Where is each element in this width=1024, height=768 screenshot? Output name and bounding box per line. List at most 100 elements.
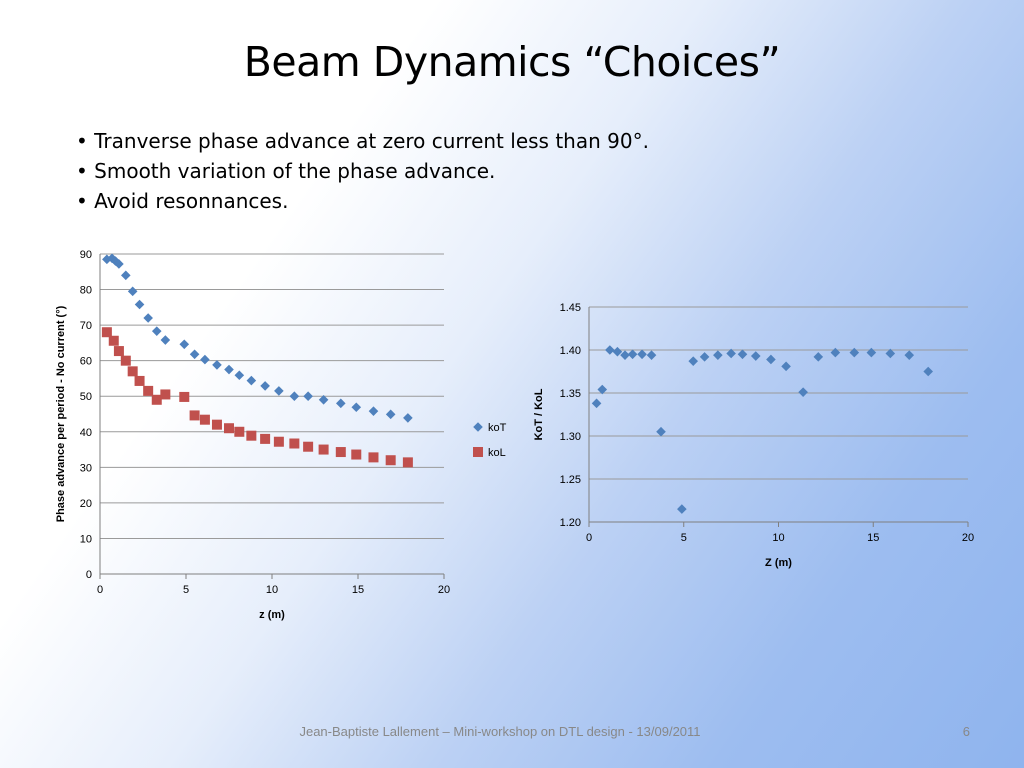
legend-marker: [473, 447, 483, 457]
data-point: [134, 299, 145, 310]
data-point: [766, 354, 776, 365]
data-point: [114, 259, 124, 269]
legend-label: koL: [488, 447, 506, 459]
data-point: [121, 270, 131, 281]
data-point: [798, 387, 808, 397]
bullet-item: Avoid resonnances.: [76, 186, 649, 216]
data-point: [200, 354, 210, 365]
data-point: [403, 413, 413, 423]
data-point: [923, 366, 934, 377]
x-tick-label: 20: [962, 532, 974, 544]
data-point: [120, 355, 131, 366]
data-point: [750, 351, 761, 361]
data-point: [849, 347, 860, 358]
data-point: [402, 457, 413, 468]
data-point: [224, 423, 234, 434]
data-point: [336, 398, 346, 409]
y-tick-label: 10: [80, 533, 92, 545]
data-point: [726, 348, 736, 359]
bullet-item: Smooth variation of the phase advance.: [76, 156, 649, 186]
x-axis-title: z (m): [259, 609, 285, 621]
data-point: [113, 346, 124, 357]
data-point: [303, 391, 313, 402]
data-point: [885, 348, 896, 359]
data-point: [699, 352, 710, 362]
data-point: [781, 361, 791, 372]
page-number: 6: [962, 724, 970, 739]
y-axis-title: KoT / KoL: [533, 388, 545, 440]
data-point: [127, 366, 138, 377]
data-point: [335, 447, 346, 458]
x-tick-label: 5: [681, 532, 687, 544]
data-point: [612, 346, 623, 357]
data-point: [318, 444, 329, 455]
x-tick-label: 0: [97, 584, 103, 596]
data-point: [143, 313, 153, 323]
data-point: [318, 394, 329, 405]
y-tick-label: 60: [80, 356, 92, 368]
y-tick-label: 1.40: [560, 345, 581, 357]
data-point: [179, 391, 190, 402]
data-point: [108, 335, 119, 346]
data-point: [211, 419, 222, 430]
y-tick-label: 1.25: [560, 474, 581, 486]
y-tick-label: 70: [80, 320, 92, 332]
y-tick-label: 90: [80, 249, 92, 261]
x-tick-label: 10: [772, 532, 784, 544]
data-point: [151, 394, 162, 405]
data-point: [246, 375, 257, 386]
slide-footer: Jean-Baptiste Lallement – Mini-workshop …: [299, 724, 701, 739]
data-point: [189, 410, 200, 421]
data-point: [289, 391, 300, 402]
data-point: [627, 349, 638, 360]
y-tick-label: 20: [80, 498, 92, 510]
data-point: [274, 386, 284, 396]
x-tick-label: 15: [867, 532, 879, 544]
data-point: [107, 253, 117, 264]
slide-title: Beam Dynamics “Choices”: [243, 38, 781, 86]
legend-marker: [473, 422, 483, 432]
data-point: [737, 349, 748, 360]
data-point: [646, 350, 657, 360]
y-tick-label: 1.30: [560, 431, 581, 443]
data-point: [713, 350, 723, 360]
data-point: [830, 347, 841, 358]
data-point: [143, 385, 154, 396]
y-tick-label: 1.35: [560, 388, 581, 400]
y-axis-title: Phase advance per period - No current (°…: [55, 305, 67, 522]
data-point: [605, 345, 615, 355]
y-tick-label: 30: [80, 462, 92, 474]
data-point: [656, 426, 666, 437]
data-point: [160, 389, 171, 400]
legend-label: koT: [488, 422, 507, 434]
data-point: [260, 433, 271, 444]
data-point: [246, 430, 257, 441]
data-point: [385, 455, 396, 466]
data-point: [160, 335, 171, 345]
bullet-item: Tranverse phase advance at zero current …: [76, 126, 649, 156]
data-point: [351, 449, 362, 460]
y-tick-label: 50: [80, 391, 92, 403]
data-point: [234, 370, 245, 381]
y-tick-label: 0: [86, 569, 92, 581]
data-point: [101, 327, 112, 338]
data-point: [637, 349, 647, 360]
x-tick-label: 15: [352, 584, 364, 596]
data-point: [866, 347, 877, 358]
data-point: [385, 409, 396, 420]
data-point: [688, 356, 699, 366]
data-point: [904, 350, 915, 360]
data-point: [813, 352, 824, 362]
data-point: [189, 349, 200, 360]
data-point: [597, 384, 608, 395]
data-point: [591, 398, 602, 409]
y-tick-label: 1.45: [560, 302, 581, 314]
data-point: [368, 452, 379, 463]
x-axis-title: Z (m): [765, 557, 792, 569]
data-point: [303, 441, 314, 452]
data-point: [151, 326, 162, 336]
data-point: [368, 406, 379, 416]
